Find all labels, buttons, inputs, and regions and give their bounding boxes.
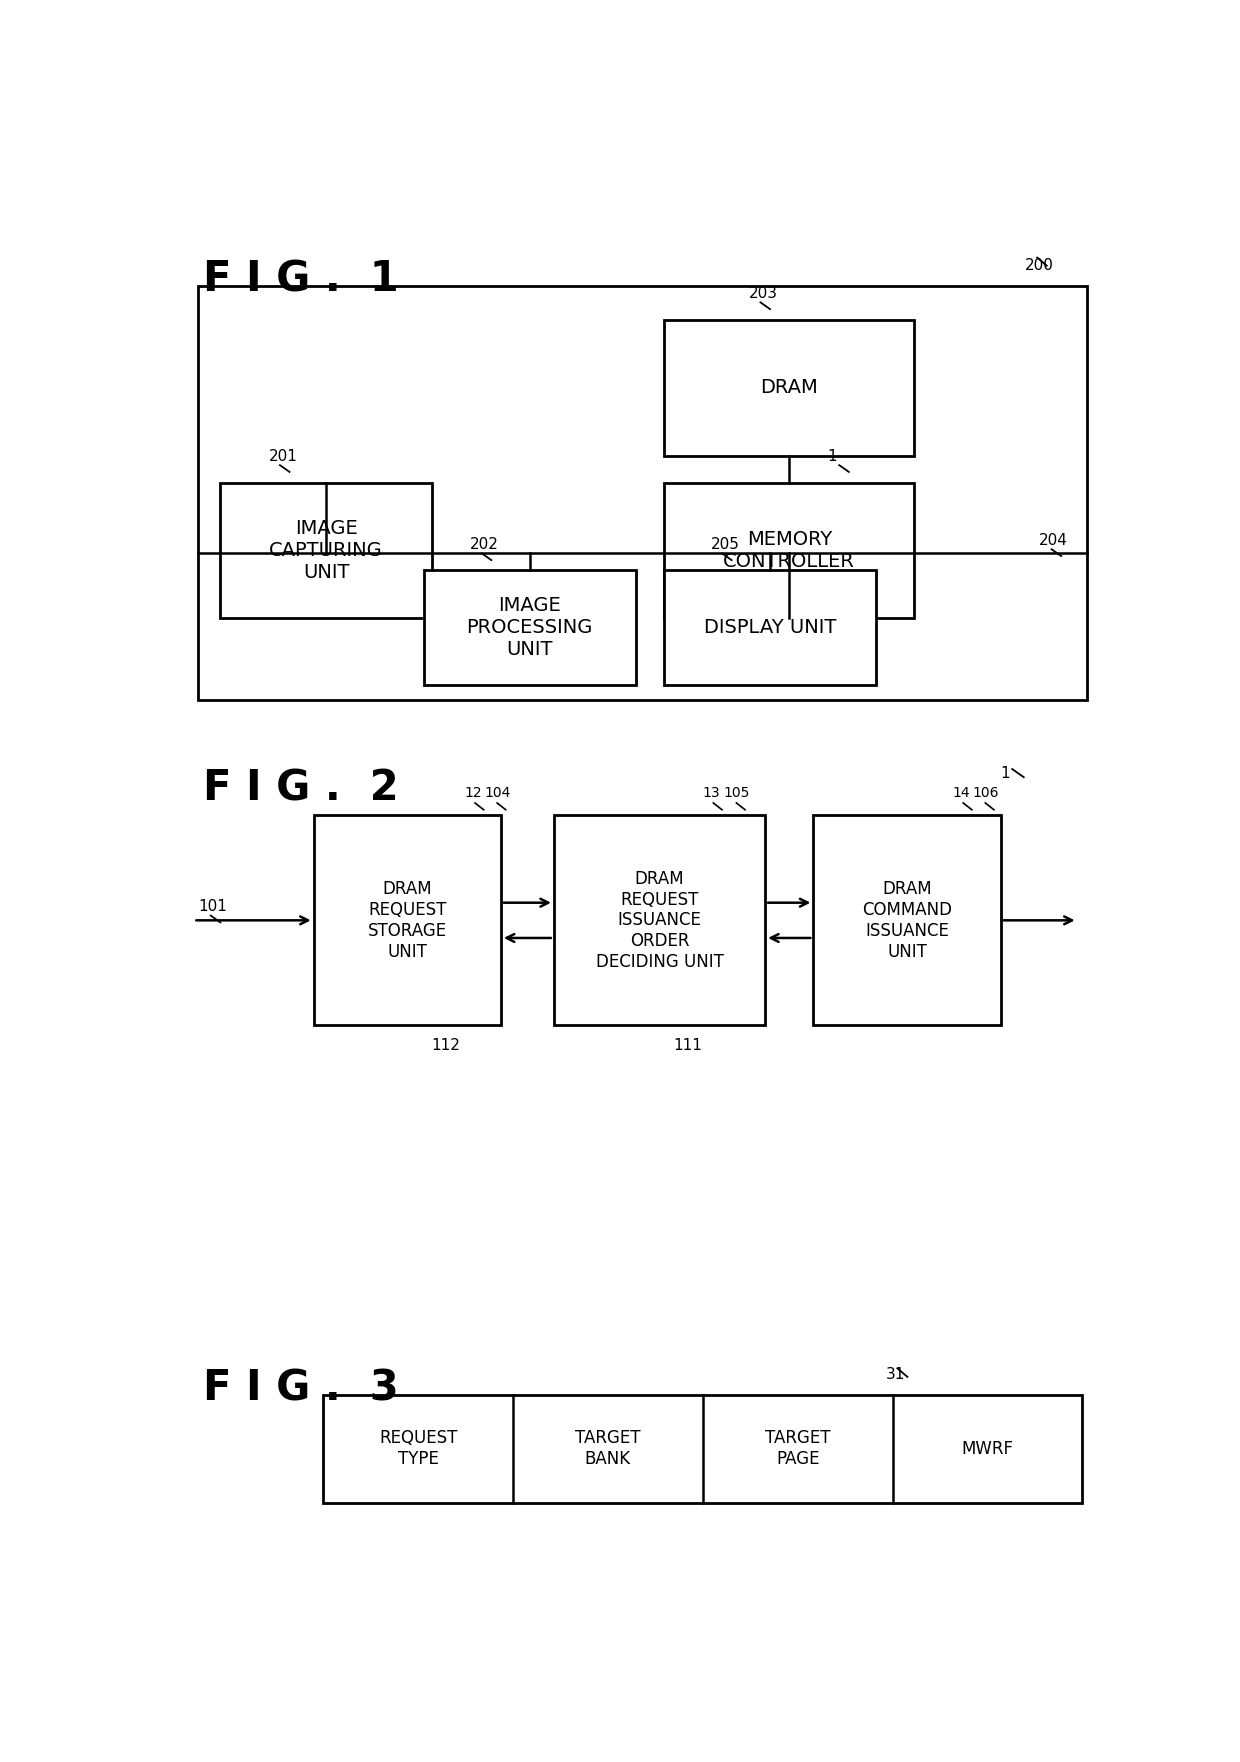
- Text: 101: 101: [198, 899, 227, 914]
- Text: DISPLAY UNIT: DISPLAY UNIT: [704, 618, 836, 636]
- Text: 14: 14: [952, 786, 970, 800]
- Text: 1: 1: [828, 449, 837, 463]
- Text: 200: 200: [1024, 257, 1054, 273]
- Text: 204: 204: [1039, 532, 1068, 548]
- Text: 13: 13: [703, 786, 720, 800]
- Text: DRAM: DRAM: [760, 379, 818, 396]
- Bar: [314, 816, 501, 1025]
- Bar: [554, 816, 765, 1025]
- Text: DRAM
COMMAND
ISSUANCE
UNIT: DRAM COMMAND ISSUANCE UNIT: [862, 881, 952, 960]
- Bar: [813, 816, 1001, 1025]
- Text: 31: 31: [885, 1367, 905, 1383]
- Text: 201: 201: [268, 449, 298, 463]
- Text: 12: 12: [465, 786, 482, 800]
- Bar: [665, 321, 914, 456]
- Text: DRAM
REQUEST
STORAGE
UNIT: DRAM REQUEST STORAGE UNIT: [368, 881, 446, 960]
- Text: MEMORY
CONTROLLER: MEMORY CONTROLLER: [723, 530, 856, 571]
- Text: IMAGE
PROCESSING
UNIT: IMAGE PROCESSING UNIT: [466, 596, 593, 659]
- Bar: [221, 483, 432, 618]
- Bar: [665, 569, 875, 685]
- Text: F I G .  2: F I G . 2: [203, 768, 399, 811]
- Bar: [665, 483, 914, 618]
- Text: F I G .  3: F I G . 3: [203, 1367, 399, 1410]
- Text: 106: 106: [973, 786, 999, 800]
- Text: 1: 1: [1001, 766, 1011, 781]
- Text: F I G .  1: F I G . 1: [203, 259, 399, 301]
- Text: MWRF: MWRF: [961, 1440, 1013, 1457]
- Text: TARGET
BANK: TARGET BANK: [575, 1429, 641, 1468]
- Text: 205: 205: [711, 537, 739, 552]
- Bar: [198, 285, 1087, 700]
- Text: 202: 202: [470, 537, 498, 552]
- Bar: [424, 569, 635, 685]
- Text: 111: 111: [673, 1038, 702, 1052]
- Text: REQUEST
TYPE: REQUEST TYPE: [379, 1429, 458, 1468]
- Text: TARGET
PAGE: TARGET PAGE: [765, 1429, 831, 1468]
- Text: 112: 112: [432, 1038, 460, 1052]
- Text: 105: 105: [724, 786, 750, 800]
- Text: IMAGE
CAPTURING
UNIT: IMAGE CAPTURING UNIT: [269, 520, 383, 581]
- Text: 104: 104: [485, 786, 511, 800]
- Text: 203: 203: [749, 285, 777, 301]
- Text: DRAM
REQUEST
ISSUANCE
ORDER
DECIDING UNIT: DRAM REQUEST ISSUANCE ORDER DECIDING UNI…: [595, 870, 723, 971]
- Bar: [324, 1394, 1083, 1503]
